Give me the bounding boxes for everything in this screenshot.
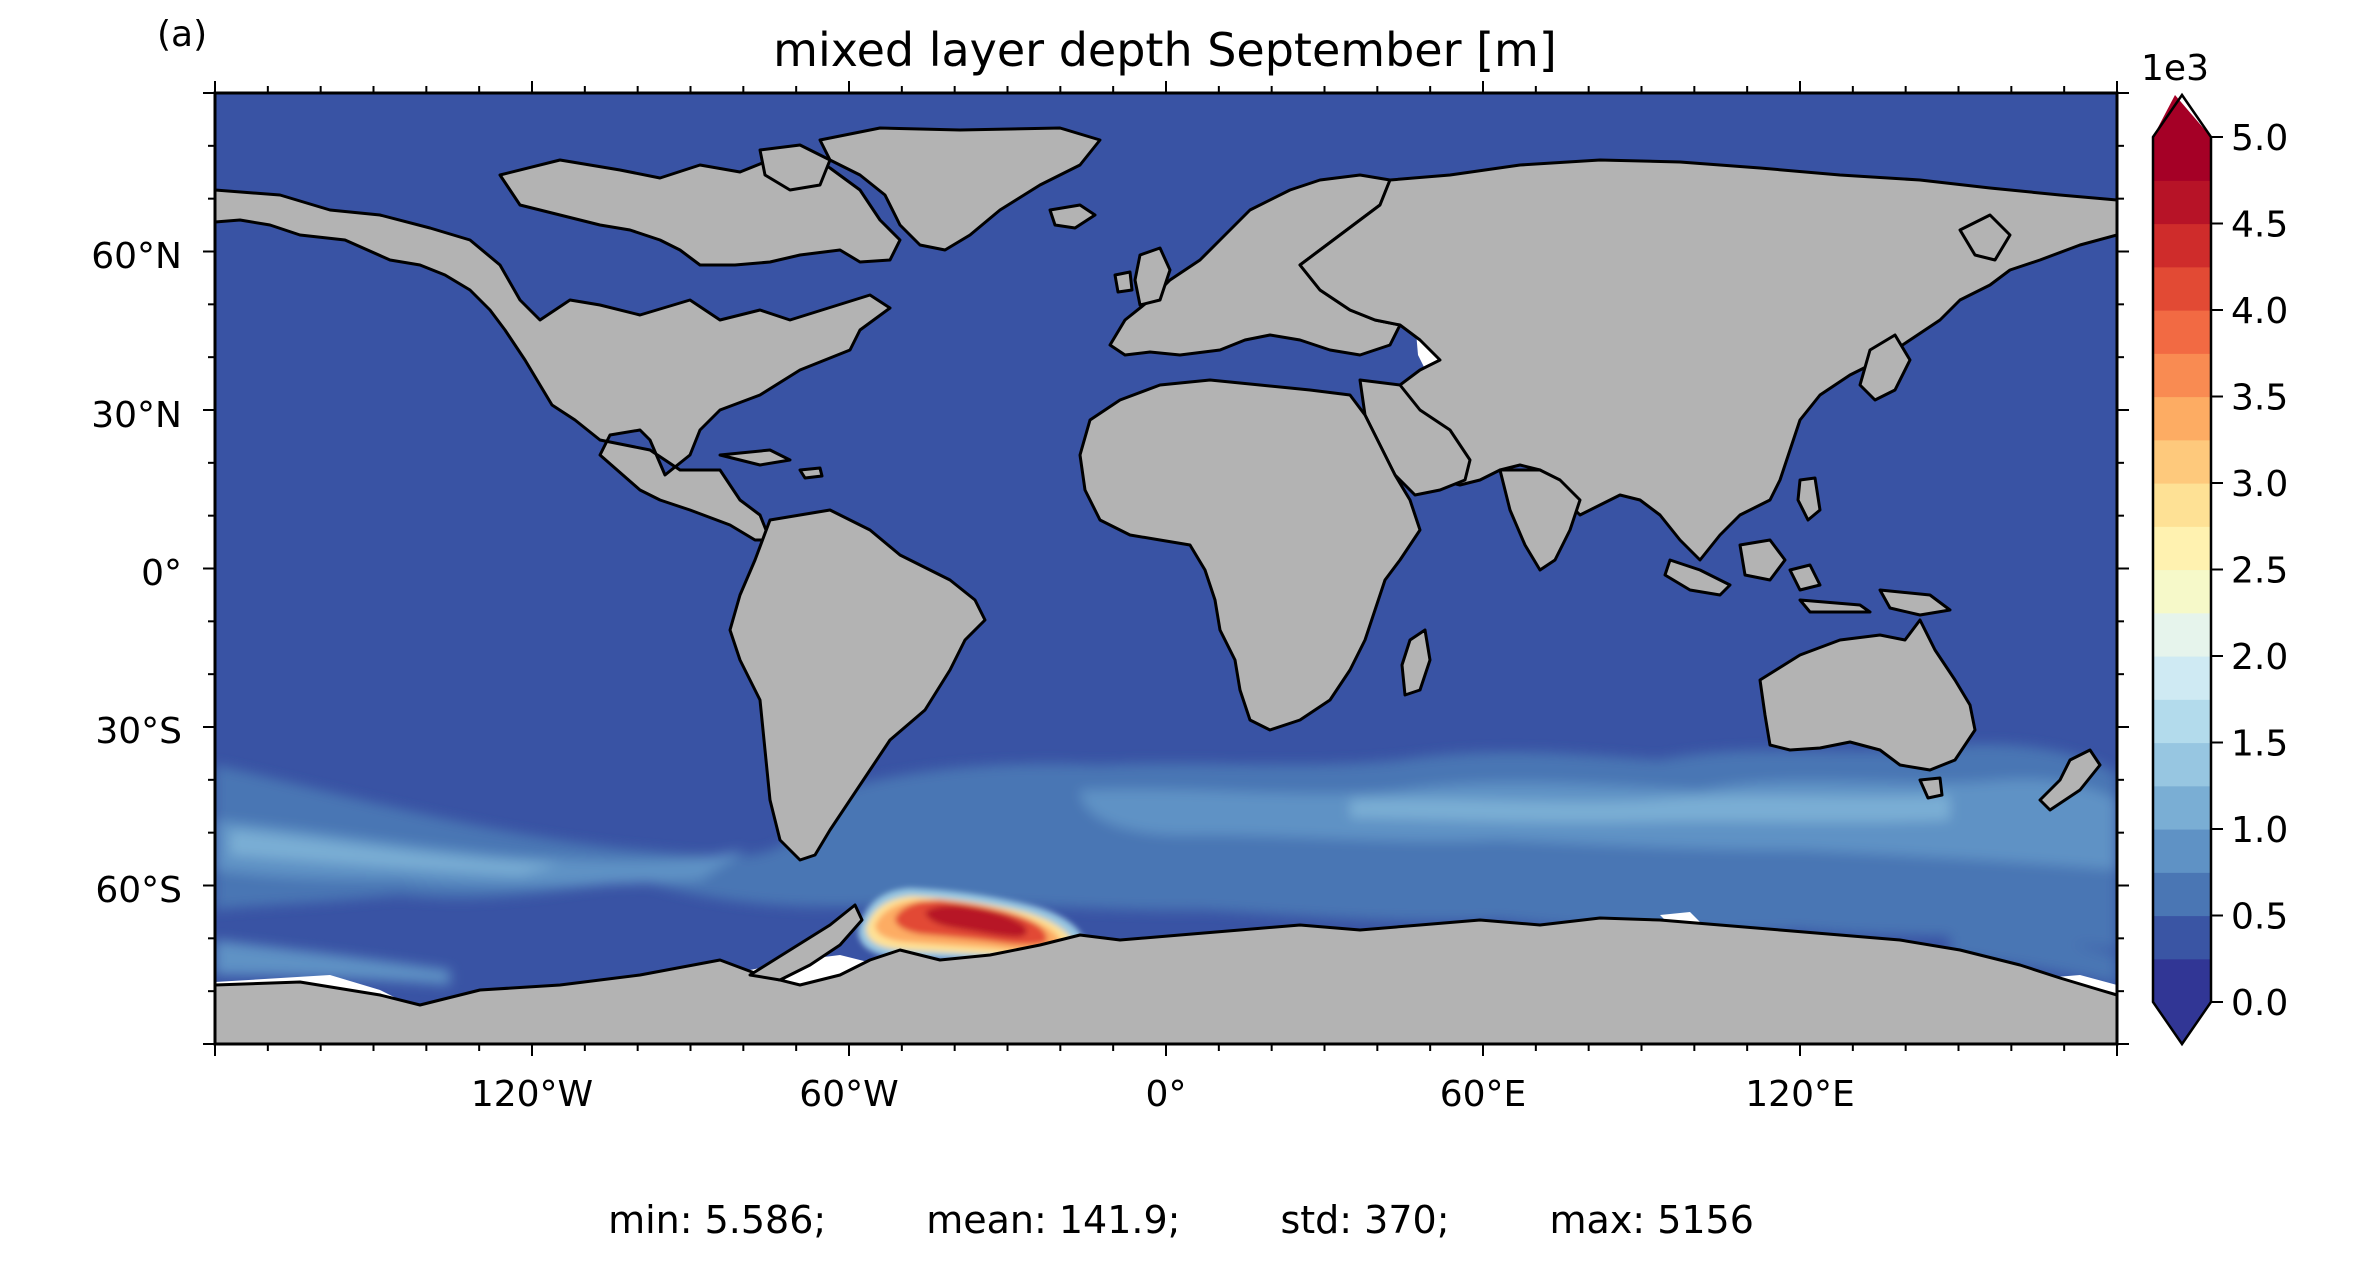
indonesia-islands (1663, 538, 1952, 617)
kamchatka-region (1958, 213, 2012, 262)
tasmania (1918, 776, 1944, 800)
land-masses (215, 126, 2117, 1044)
colorbar-tick-label: 4.5 (2231, 205, 2288, 246)
japan (1858, 333, 1912, 402)
colorbar-bin (2153, 742, 2211, 787)
colorbar-bin (2153, 569, 2211, 614)
stat-std: std: 370; (1280, 1198, 1450, 1242)
madagascar (1400, 628, 1432, 697)
colorbar-tick-label: 1.0 (2231, 810, 2288, 851)
lat-tick-label: 30°S (95, 711, 182, 752)
colorbar: 1e3 0.0 0.5 1.0 1.5 2.0 2.5 3.0 3.5 4.0 4.5 5.0 (2141, 48, 2288, 1047)
colorbar-bin (2153, 180, 2211, 225)
colorbar-tick-label: 0.0 (2231, 983, 2288, 1024)
colorbar-tick-label: 3.5 (2231, 378, 2288, 419)
lon-tick-label: 120°E (1745, 1074, 1854, 1115)
philippines (1796, 476, 1822, 522)
colorbar-tick-label: 2.5 (2231, 551, 2288, 592)
colorbar-bin (2153, 829, 2211, 873)
asia (1298, 158, 2117, 562)
colorbar-bins (2153, 137, 2211, 1003)
lon-tick-label: 60°W (799, 1074, 898, 1115)
antarctica (215, 916, 2117, 1044)
southern-ocean-deep-mixing-band (215, 744, 2117, 985)
map-area (215, 93, 2117, 1044)
antarctic-peninsula (748, 903, 864, 982)
colorbar-bin (2153, 266, 2211, 311)
africa (1078, 378, 1422, 732)
colorbar-bin (2153, 612, 2211, 657)
colorbar-tick-label: 5.0 (2231, 118, 2288, 159)
colorbar-bin (2153, 223, 2211, 268)
lat-tick-label: 0° (141, 553, 182, 594)
greenland (818, 126, 1102, 252)
lat-tick-label: 30°N (91, 395, 182, 436)
north-america (215, 188, 892, 542)
colorbar-tick-label: 3.0 (2231, 464, 2288, 505)
colorbar-bin (2153, 958, 2211, 1003)
lat-tick-label: 60°S (95, 870, 182, 911)
south-america (728, 508, 987, 862)
stat-mean: mean: 141.9; (926, 1198, 1181, 1242)
colorbar-bin (2153, 396, 2211, 441)
colorbar-bin (2153, 785, 2211, 830)
latitude-axis: 60°N 30°N 0° 30°S 60°S (91, 236, 182, 911)
colorbar-bin (2153, 872, 2211, 917)
british-isles (1113, 246, 1172, 307)
colorbar-bin (2153, 353, 2211, 398)
iceland (1048, 203, 1097, 230)
map-tick-marks (203, 81, 2129, 1056)
lat-tick-label: 60°N (91, 236, 182, 277)
caribbean-islands (718, 448, 824, 480)
lon-tick-label: 60°E (1440, 1074, 1527, 1115)
longitude-axis: 120°W 60°W 0° 60°E 120°E (471, 1074, 1855, 1115)
colorbar-bin (2153, 310, 2211, 354)
lon-tick-label: 120°W (471, 1074, 593, 1115)
colorbar-bin (2153, 915, 2211, 960)
stat-min: min: 5.586; (608, 1198, 827, 1242)
australia (1758, 618, 1977, 772)
colorbar-tick-label: 0.5 (2231, 897, 2288, 938)
colorbar-ticks: 0.0 0.5 1.0 1.5 2.0 2.5 3.0 3.5 4.0 4.5 5.0 (2211, 118, 2288, 1024)
baffin-island (758, 143, 832, 192)
statistics-line: min: 5.586; mean: 141.9; std: 370; max: 515… (0, 1198, 2362, 1242)
colorbar-bin (2153, 699, 2211, 744)
colorbar-bin (2153, 439, 2211, 484)
colorbar-tick-label: 2.0 (2231, 637, 2288, 678)
stat-max: max: 5156 (1549, 1198, 1754, 1242)
colorbar-bin (2153, 526, 2211, 571)
colorbar-bin (2153, 656, 2211, 700)
colorbar-tick-label: 1.5 (2231, 724, 2288, 765)
indian-subcontinent (1498, 468, 1582, 572)
map-title: mixed layer depth September [m] (773, 23, 1557, 77)
lon-tick-label: 0° (1146, 1074, 1187, 1115)
colorbar-multiplier: 1e3 (2141, 48, 2209, 89)
colorbar-extend-max (2153, 95, 2211, 137)
new-zealand (2038, 748, 2102, 812)
colorbar-bin (2153, 137, 2211, 181)
colorbar-tick-label: 4.0 (2231, 291, 2288, 332)
panel-label: (a) (157, 14, 207, 55)
colorbar-extend-min (2153, 1002, 2211, 1044)
colorbar-bin (2153, 483, 2211, 527)
